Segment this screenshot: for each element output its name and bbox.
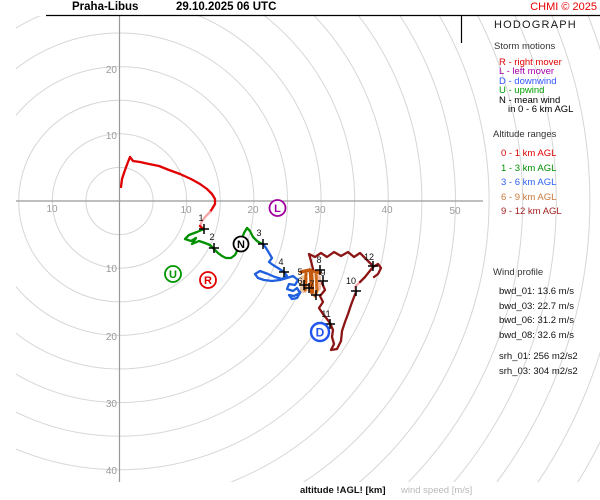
altitude-cross-6 [304,283,314,293]
storm-marker-N: N [232,235,250,253]
legend-right-mover: R - right mover [499,56,562,68]
grid-ring [453,16,557,482]
legend-upwind: U - upwind [499,85,545,96]
trace-9-12km-lower [317,281,358,352]
wind-speed-axis-caption: wind speed [m/s] [401,485,473,496]
trace-0-1km [119,155,217,214]
altitude-label-2: 2 [209,232,214,242]
altitude-label-10: 10 [346,276,356,286]
grid-ring [16,16,356,437]
grid-ring [407,16,524,482]
axis-tick-label: 10 [106,264,118,275]
altitude-label-1: 1 [198,213,203,223]
legend-mean-wind: N - mean wind [499,94,561,106]
station-title: Praha-Libus [72,1,139,13]
altitude-cross-3 [258,239,268,249]
altitude-axis-caption: altitude !AGL! [km] [300,485,386,496]
wind-profile-bwd06: bwd_06: 31.2 m/s [499,315,574,326]
storm-marker-letter: R [204,275,212,287]
axis-tick-label: 40 [381,205,393,216]
sounding-datetime: 29.10.2025 06 UTC [176,1,277,13]
storm-marker-D: D [309,321,331,343]
altitude-cross-11 [325,319,335,329]
legend-alt-1-3: 1 - 3 km AGL [501,162,557,174]
altitude-cross-7 [311,290,321,300]
trace-1-3km [183,226,265,260]
wind-profile-srh01: srh_01: 256 m2/s2 [499,351,578,362]
grid-ring [358,16,490,482]
trace-3-6km [253,242,305,301]
storm-marker-circle [232,235,250,253]
trace-6-9km-top [299,268,322,275]
altitude-cross-12 [368,261,378,271]
trace-0-1km-pink [198,210,212,228]
altitude-label-8: 8 [316,255,321,265]
altitude-cross-10 [351,286,361,296]
altitude-ranges-heading: Altitude ranges [493,128,557,140]
axis-tick-label: 10 [46,204,58,215]
storm-marker-letter: D [316,325,325,339]
axis-tick-label: 50 [449,206,461,217]
altitude-cross-4 [279,267,289,277]
axis-tick-label: 20 [247,205,259,216]
axis-tick-label: 20 [106,65,118,76]
storm-marker-L: L [268,199,287,217]
altitude-label-9: 9 [320,268,325,278]
grid-ring [16,16,389,471]
storm-marker-R: R [199,271,217,289]
storm-marker-circle [164,265,182,283]
axis-tick-label: 10 [180,205,192,216]
panel-title: HODOGRAPH [494,19,577,31]
wind-profile-bwd03: bwd_03: 22.7 m/s [499,300,574,312]
legend-alt-6-9: 6 - 9 km AGL [501,191,557,203]
wind-profile-heading: Wind profile [493,266,544,278]
copyright-label: CHMI © 2025 [530,1,597,13]
altitude-cross-1 [199,224,209,234]
storm-marker-letter: U [169,269,177,281]
grid-ring [302,16,456,482]
axis-tick-label: 10 [106,131,118,142]
grid-ring [229,16,423,482]
altitude-cross-2 [209,243,219,253]
legend-downwind: D - downwind [499,75,557,87]
wind-profile-srh03: srh_03: 304 m2/s2 [499,365,578,377]
axis-tick-label: 20 [106,332,118,343]
altitude-cross-9 [318,276,328,286]
storm-marker-U: U [164,265,182,283]
axis-tick-label: 40 [106,466,118,477]
storm-marker-circle [309,321,331,343]
altitude-label-7: 7 [309,279,314,289]
legend-alt-3-6: 3 - 6 km AGL [501,177,557,188]
storm-marker-letter: N [237,239,245,251]
mean-wind-note: in 0 - 6 km AGL [508,103,574,115]
storm-marker-circle [199,271,217,289]
legend-alt-9-12: 9 - 12 km AGL [501,206,562,217]
wind-profile-bwd08: bwd_08: 32.6 m/s [499,329,574,341]
axis-tick-label: 30 [314,205,326,216]
legend-left-mover: L - left mover [499,66,555,77]
storm-marker-circle [268,199,287,217]
storm-motions-heading: Storm motions [494,41,556,52]
altitude-label-3: 3 [256,228,261,238]
storm-marker-letter: L [274,203,281,215]
altitude-label-6: 6 [297,276,302,286]
trace-9-12km-upper [307,250,374,271]
altitude-cross-8 [315,265,325,275]
wind-profile-bwd01: bwd_01: 13.6 m/s [499,286,574,297]
altitude-label-12: 12 [364,252,374,262]
altitude-label-5: 5 [297,267,302,277]
altitude-label-11: 11 [321,309,330,319]
legend-alt-0-1: 0 - 1 km AGL [501,148,557,159]
altitude-label-4: 4 [278,257,283,267]
axis-tick-label: 30 [106,399,118,410]
